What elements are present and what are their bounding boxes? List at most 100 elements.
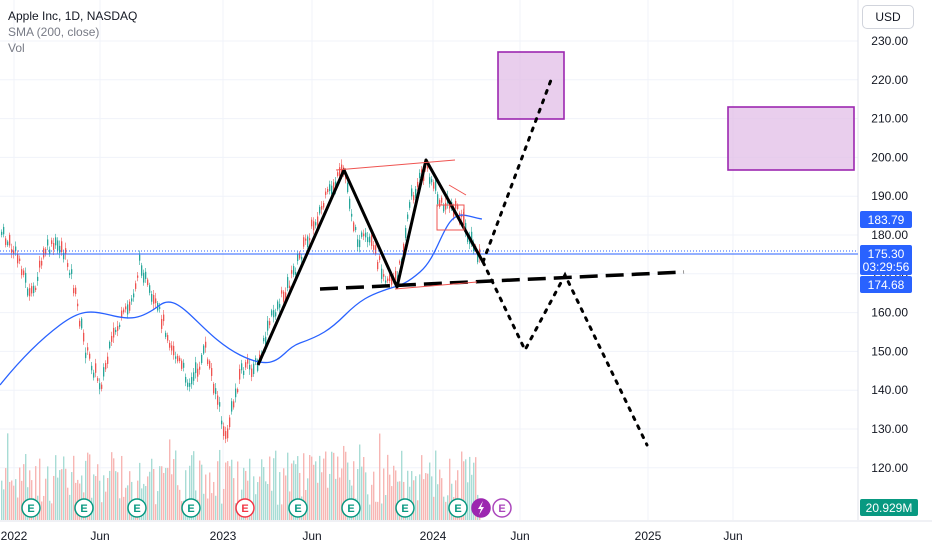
- candle-body: [477, 253, 479, 263]
- last-price-tag: 175.30 03:29:56: [860, 245, 912, 275]
- candle-body: [109, 341, 111, 349]
- volume-bar: [121, 455, 123, 520]
- volume-bar: [397, 481, 399, 520]
- candle-body: [65, 248, 67, 255]
- volume-bar: [297, 456, 299, 520]
- volume-bar: [423, 479, 425, 520]
- target-box-1[interactable]: [497, 51, 565, 120]
- volume-bar: [391, 486, 393, 520]
- volume-bar: [261, 459, 263, 520]
- volume-bar: [427, 473, 429, 520]
- earnings-marker[interactable]: E: [341, 498, 361, 518]
- earnings-marker[interactable]: E: [127, 498, 147, 518]
- sma-legend[interactable]: SMA (200, close): [8, 25, 100, 39]
- candle-body: [409, 202, 411, 208]
- volume-bar: [127, 485, 129, 520]
- volume-bar: [243, 467, 245, 520]
- candle-body: [257, 360, 259, 371]
- currency-button[interactable]: USD: [862, 5, 914, 29]
- volume-bar: [17, 497, 19, 520]
- earnings-marker[interactable]: E: [181, 498, 201, 518]
- candle-body: [195, 362, 197, 374]
- price-axis-label: 180.00: [871, 228, 908, 242]
- candle-body: [29, 288, 31, 297]
- double-top-pattern[interactable]: [256, 158, 485, 366]
- volume-bar: [467, 482, 469, 520]
- earnings-marker[interactable]: E: [74, 498, 94, 518]
- flash-icon: [478, 501, 484, 515]
- candle-body: [369, 236, 371, 243]
- candle-body: [283, 291, 285, 302]
- volume-bar: [335, 478, 337, 520]
- candle-body: [273, 310, 275, 318]
- volume-bar: [315, 461, 317, 520]
- candle-body: [379, 256, 381, 260]
- candle-body: [247, 359, 249, 364]
- earnings-marker[interactable]: E: [288, 498, 308, 518]
- candle-body: [371, 235, 373, 246]
- volume-bar: [429, 462, 431, 520]
- neckline[interactable]: [319, 270, 685, 291]
- red-trend-line-right[interactable]: [448, 184, 467, 196]
- time-axis[interactable]: 2022 Jun 2023 Jun 2024 Jun 2025 Jun: [1, 529, 743, 543]
- earnings-marker[interactable]: E: [492, 498, 512, 518]
- volume-bar: [259, 476, 261, 520]
- candle-body: [73, 288, 75, 294]
- candle-body: [5, 238, 7, 245]
- dividend-flash-marker[interactable]: [471, 498, 491, 518]
- volume-bar: [129, 471, 131, 520]
- time-axis-label: 2022: [1, 529, 28, 543]
- target-box-2[interactable]: [727, 106, 855, 171]
- candle-body: [21, 269, 23, 276]
- price-axis[interactable]: 230.00220.00210.00200.00190.00180.00170.…: [871, 34, 908, 475]
- candle-body: [165, 332, 167, 337]
- candle-body: [23, 270, 25, 275]
- volume-bar: [155, 504, 157, 520]
- candle-body: [269, 321, 271, 326]
- volume-legend[interactable]: Vol: [8, 41, 25, 55]
- candle-body: [387, 278, 389, 281]
- candle-body: [265, 336, 267, 348]
- candle-body: [319, 206, 321, 214]
- candle-body: [395, 271, 397, 281]
- bullish-projection[interactable]: [481, 78, 553, 264]
- candle-body: [413, 195, 415, 201]
- candle-body: [115, 329, 117, 333]
- earnings-marker[interactable]: E: [235, 498, 255, 518]
- candle-body: [427, 163, 429, 169]
- time-axis-label: Jun: [302, 529, 321, 543]
- earnings-marker[interactable]: E: [21, 498, 41, 518]
- volume-bar: [363, 457, 365, 520]
- volume-bar: [51, 503, 53, 520]
- candle-body: [435, 180, 437, 191]
- price-axis-label: 230.00: [871, 34, 908, 48]
- candle-body: [241, 363, 243, 371]
- candle-body: [35, 287, 37, 290]
- earnings-marker[interactable]: E: [395, 498, 415, 518]
- bearish-projection[interactable]: [481, 260, 649, 447]
- candle-body: [125, 306, 127, 310]
- candle-body: [421, 169, 423, 173]
- volume-bar: [75, 482, 77, 520]
- volume-bar: [29, 470, 31, 520]
- volume-bar: [99, 480, 101, 520]
- volume-bar: [347, 462, 349, 520]
- volume-bar: [457, 470, 459, 520]
- price-axis-label: 160.00: [871, 306, 908, 320]
- red-rectangle[interactable]: [436, 204, 465, 231]
- volume-bar: [469, 456, 471, 520]
- earnings-marker[interactable]: E: [448, 498, 468, 518]
- volume-bar: [475, 457, 477, 520]
- svg-text:174.68: 174.68: [868, 278, 905, 292]
- red-trend-line-bottom[interactable]: [394, 281, 478, 290]
- candle-body: [191, 377, 193, 385]
- candle-body: [357, 239, 359, 247]
- volume-bar: [49, 500, 51, 520]
- red-trend-line-top[interactable]: [335, 159, 456, 171]
- symbol-title[interactable]: Apple Inc, 1D, NASDAQ: [8, 9, 138, 23]
- price-axis-label: 130.00: [871, 422, 908, 436]
- price-axis-label: 220.00: [871, 73, 908, 87]
- candlesticks: [1, 159, 481, 444]
- volume-bar: [371, 484, 373, 520]
